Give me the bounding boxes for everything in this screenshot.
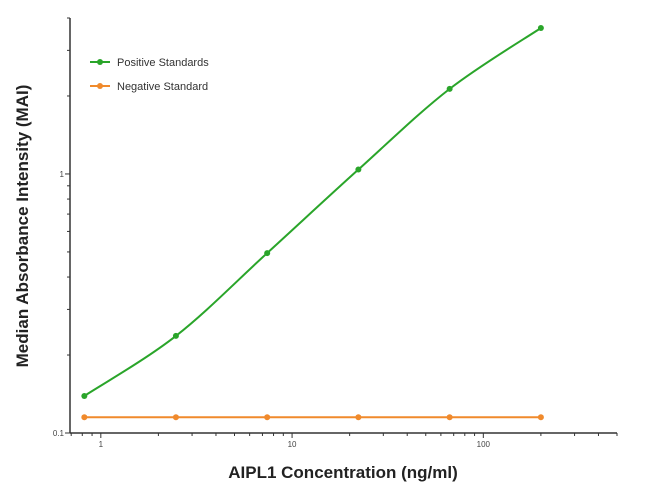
data-point: [81, 392, 88, 399]
series-line-0: [83, 27, 542, 397]
data-point: [355, 414, 362, 421]
data-point: [81, 414, 88, 421]
y-tick-label: 1: [60, 170, 65, 179]
legend-marker: [97, 83, 103, 89]
x-tick-label: 10: [288, 440, 297, 449]
data-point: [537, 414, 544, 421]
data-point: [446, 85, 453, 92]
y-axis-title: Median Absorbance Intensity (MAI): [13, 85, 32, 368]
data-point: [355, 166, 362, 173]
data-point: [264, 250, 271, 257]
data-point: [264, 414, 271, 421]
y-tick-label: 0.1: [53, 429, 65, 438]
legend-marker: [97, 59, 103, 65]
data-point: [172, 414, 179, 421]
series-layer: [81, 24, 544, 421]
data-point: [172, 332, 179, 339]
x-axis-title: AIPL1 Concentration (ng/ml): [228, 463, 458, 482]
legend-label: Positive Standards: [117, 57, 209, 69]
data-point: [446, 414, 453, 421]
data-point: [537, 24, 544, 31]
legend-label: Negative Standard: [117, 81, 208, 93]
x-tick-label: 100: [477, 440, 491, 449]
axes: 1 10 100 0.1 1: [53, 17, 618, 449]
legend: Positive Standards Negative Standard: [90, 57, 209, 93]
x-tick-label: 1: [99, 440, 104, 449]
